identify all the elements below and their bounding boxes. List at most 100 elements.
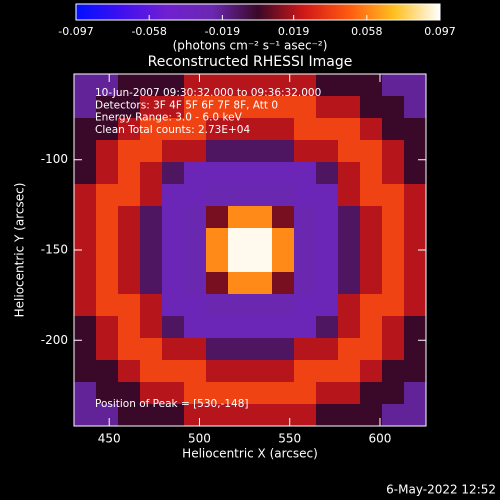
heatmap-cell bbox=[184, 360, 207, 383]
heatmap-cell bbox=[118, 338, 141, 361]
heatmap-cell bbox=[140, 206, 163, 229]
heatmap-cell bbox=[206, 206, 229, 229]
heatmap-cell bbox=[382, 316, 405, 339]
heatmap-cell bbox=[118, 206, 141, 229]
heatmap-cell bbox=[162, 140, 185, 163]
heatmap-cell bbox=[140, 118, 163, 141]
heatmap-cell bbox=[316, 382, 339, 405]
heatmap-cell bbox=[382, 404, 405, 427]
heatmap-cell bbox=[96, 140, 119, 163]
heatmap-cell bbox=[74, 74, 97, 97]
heatmap-cell bbox=[250, 250, 273, 273]
heatmap-cell bbox=[140, 250, 163, 273]
heatmap-cell bbox=[184, 162, 207, 185]
heatmap-cell bbox=[404, 140, 427, 163]
heatmap-cell bbox=[96, 74, 119, 97]
heatmap-cell bbox=[338, 404, 361, 427]
heatmap-cell bbox=[294, 96, 317, 119]
heatmap-cell bbox=[272, 162, 295, 185]
heatmap-cell bbox=[184, 250, 207, 273]
heatmap-cell bbox=[316, 360, 339, 383]
heatmap-cell bbox=[404, 382, 427, 405]
heatmap-cell bbox=[118, 360, 141, 383]
heatmap-cell bbox=[294, 250, 317, 273]
heatmap-cell bbox=[360, 206, 383, 229]
heatmap-cell bbox=[382, 382, 405, 405]
heatmap-cell bbox=[294, 316, 317, 339]
heatmap-cell bbox=[206, 272, 229, 295]
heatmap-cell bbox=[250, 228, 273, 251]
heatmap-cell bbox=[74, 294, 97, 317]
heatmap-cell bbox=[74, 228, 97, 251]
heatmap-cell bbox=[206, 162, 229, 185]
heatmap-cell bbox=[272, 206, 295, 229]
heatmap-cell bbox=[162, 74, 185, 97]
heatmap-cell bbox=[74, 96, 97, 119]
heatmap-cell bbox=[338, 382, 361, 405]
heatmap-cell bbox=[184, 382, 207, 405]
heatmap-cell bbox=[74, 162, 97, 185]
annotation: Energy Range: 3.0 - 6.0 keV bbox=[95, 112, 243, 124]
heatmap-cell bbox=[228, 272, 251, 295]
heatmap-cell bbox=[316, 272, 339, 295]
heatmap-cell bbox=[338, 118, 361, 141]
heatmap-cell bbox=[250, 74, 273, 97]
heatmap-cell bbox=[294, 162, 317, 185]
heatmap-cell bbox=[294, 338, 317, 361]
heatmap-cell bbox=[316, 162, 339, 185]
heatmap-cell bbox=[118, 294, 141, 317]
footer-date: 6-May-2022 12:52 bbox=[386, 483, 496, 497]
heatmap-cell bbox=[316, 228, 339, 251]
heatmap-cell bbox=[316, 184, 339, 207]
heatmap-cell bbox=[162, 228, 185, 251]
peak-annotation: Position of Peak = [530,-148] bbox=[95, 398, 249, 410]
heatmap-cell bbox=[404, 184, 427, 207]
heatmap-cell bbox=[338, 316, 361, 339]
heatmap-cell bbox=[338, 206, 361, 229]
heatmap-cell bbox=[404, 118, 427, 141]
heatmap-cell bbox=[250, 294, 273, 317]
heatmap-cell bbox=[206, 404, 229, 427]
heatmap-cell bbox=[96, 404, 119, 427]
annotation: Clean Total counts: 2.73E+04 bbox=[95, 124, 250, 136]
heatmap-cell bbox=[96, 118, 119, 141]
heatmap-cell bbox=[404, 228, 427, 251]
heatmap-cell bbox=[338, 272, 361, 295]
heatmap-cell bbox=[74, 206, 97, 229]
chart-title: Reconstructed RHESSI Image bbox=[148, 54, 353, 70]
heatmap-cell bbox=[228, 140, 251, 163]
heatmap-cell bbox=[360, 382, 383, 405]
heatmap-cell bbox=[162, 118, 185, 141]
heatmap-cell bbox=[74, 360, 97, 383]
colorbar-tick-label: -0.097 bbox=[58, 25, 93, 38]
heatmap-cell bbox=[228, 228, 251, 251]
heatmap-cell bbox=[184, 272, 207, 295]
x-tick-label: 550 bbox=[278, 432, 301, 446]
heatmap-cell bbox=[118, 250, 141, 273]
heatmap-cell bbox=[206, 250, 229, 273]
annotation: 10-Jun-2007 09:30:32.000 to 09:36:32.000 bbox=[95, 87, 321, 99]
heatmap-cell bbox=[338, 228, 361, 251]
heatmap-cell bbox=[360, 250, 383, 273]
x-tick-label: 450 bbox=[98, 432, 121, 446]
colorbar bbox=[75, 3, 441, 21]
heatmap-cell bbox=[96, 338, 119, 361]
heatmap-cell bbox=[96, 360, 119, 383]
heatmap-cell bbox=[382, 250, 405, 273]
heatmap-cell bbox=[74, 118, 97, 141]
heatmap-cell bbox=[228, 118, 251, 141]
x-tick-label: 500 bbox=[188, 432, 211, 446]
heatmap-cell bbox=[74, 272, 97, 295]
heatmap-cell bbox=[74, 316, 97, 339]
y-tick-label: -150 bbox=[41, 243, 68, 257]
heatmap-cell bbox=[338, 74, 361, 97]
heatmap-cell bbox=[338, 162, 361, 185]
heatmap-cell bbox=[162, 162, 185, 185]
heatmap-cell bbox=[228, 184, 251, 207]
heatmap-cell bbox=[382, 228, 405, 251]
heatmap-cell bbox=[404, 272, 427, 295]
heatmap-cell bbox=[316, 96, 339, 119]
heatmap-cell bbox=[118, 382, 141, 405]
